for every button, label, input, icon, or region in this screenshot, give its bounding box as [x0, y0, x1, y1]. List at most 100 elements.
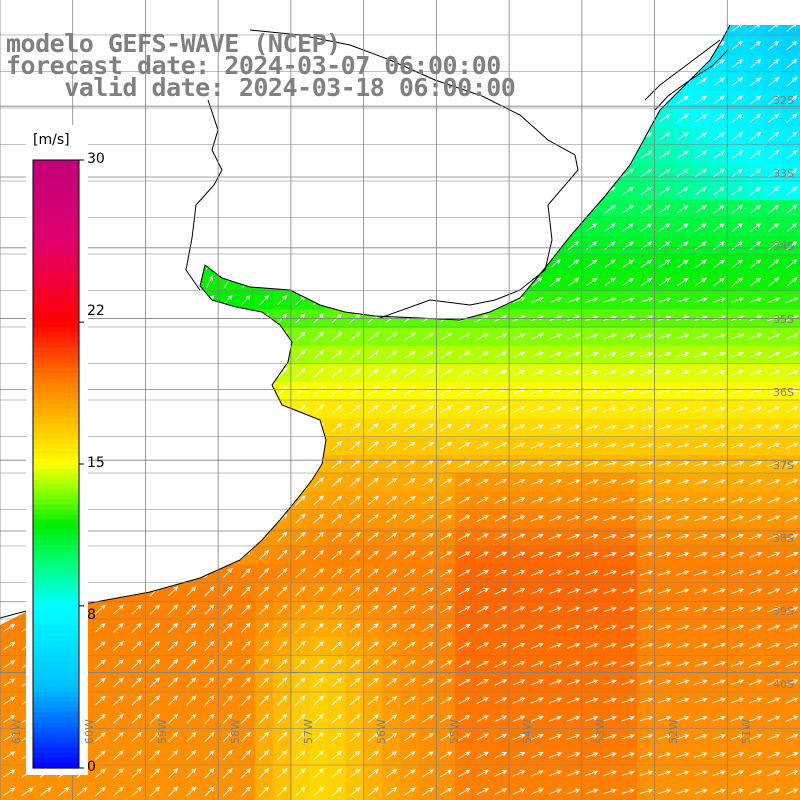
- wind-speed-cell: [0, 273, 19, 292]
- wind-speed-cell: [109, 436, 128, 456]
- wind-arrow: [3, 441, 16, 450]
- wind-arrow: [96, 221, 105, 234]
- wind-speed-cell: [345, 291, 365, 310]
- wind-arrow: [242, 129, 250, 143]
- wind-arrow: [530, 460, 544, 468]
- wind-arrow: [768, 204, 780, 214]
- wind-arrow: [331, 732, 343, 742]
- wind-arrow: [512, 442, 526, 449]
- wind-arrow: [730, 442, 745, 449]
- colorbar-segment: [33, 317, 79, 323]
- wind-arrow: [621, 770, 636, 776]
- wind-speed-cell: [200, 400, 219, 420]
- wind-speed-cell: [109, 254, 128, 274]
- wind-arrow: [367, 295, 380, 305]
- wind-arrow: [260, 202, 268, 216]
- colorbar-segment: [33, 565, 79, 571]
- wind-arrow: [513, 204, 525, 214]
- colorbar-segment: [33, 570, 79, 577]
- wind-speed-cell: [436, 236, 456, 256]
- wind-speed-cell: [309, 200, 329, 219]
- wind-arrow: [657, 351, 672, 358]
- wind-arrow: [730, 588, 745, 595]
- wind-speed-cell: [145, 436, 165, 456]
- wind-arrow: [639, 734, 654, 740]
- wind-speed-cell: [436, 163, 456, 183]
- wind-arrow: [785, 770, 799, 777]
- wind-arrow: [604, 77, 616, 87]
- wind-arrow: [313, 549, 325, 560]
- wind-speed-cell: [109, 236, 128, 256]
- wind-arrow: [222, 367, 233, 379]
- wind-arrow: [204, 367, 215, 379]
- wind-arrow: [295, 531, 306, 542]
- wind-arrow: [277, 422, 288, 433]
- wind-speed-cell: [145, 491, 165, 511]
- wind-arrow: [3, 423, 16, 432]
- wind-speed-cell: [254, 236, 274, 256]
- wind-arrow: [695, 205, 707, 214]
- wind-arrow: [277, 731, 288, 743]
- wind-arrow: [604, 277, 616, 287]
- wind-arrow: [730, 333, 745, 340]
- wind-arrow: [314, 257, 323, 270]
- wind-arrow: [240, 404, 251, 415]
- wind-arrow: [713, 59, 726, 68]
- wind-speed-cell: [455, 163, 474, 183]
- wind-arrow: [204, 658, 215, 670]
- wind-speed-cell: [91, 564, 110, 583]
- colorbar-segment: [33, 641, 79, 647]
- colorbar-segment: [33, 180, 79, 186]
- coastline: [0, 24, 731, 619]
- wind-arrow: [277, 658, 288, 670]
- wind-arrow: [548, 479, 563, 486]
- wind-speed-cell: [182, 455, 201, 474]
- wind-arrow: [603, 497, 617, 503]
- wind-arrow: [313, 640, 325, 651]
- wind-speed-cell: [436, 109, 456, 128]
- wind-arrow: [350, 275, 360, 288]
- wind-arrow: [5, 4, 13, 14]
- wind-speed-cell: [0, 145, 19, 165]
- wind-arrow: [730, 533, 745, 540]
- wind-arrow: [349, 623, 361, 633]
- wind-arrow: [350, 203, 360, 215]
- wind-arrow: [530, 642, 544, 650]
- wind-arrow: [405, 203, 415, 215]
- wind-arrow: [676, 25, 689, 32]
- wind-speed-cell: [236, 109, 256, 128]
- wind-arrow: [131, 713, 142, 724]
- wind-speed-cell: [0, 546, 19, 565]
- wind-speed-cell: [455, 236, 474, 256]
- wind-speed-cell: [236, 182, 256, 201]
- wind-arrow: [694, 770, 708, 776]
- wind-arrow: [367, 605, 380, 615]
- wind-arrow: [458, 751, 471, 759]
- wind-arrow: [421, 623, 435, 632]
- wind-arrow: [258, 640, 270, 652]
- wind-arrow: [476, 588, 490, 595]
- wind-arrow: [131, 404, 142, 415]
- wind-arrow: [694, 370, 708, 376]
- wind-arrow: [458, 696, 471, 705]
- wind-arrow: [403, 660, 416, 669]
- wind-arrow: [331, 586, 343, 597]
- lat-label-33s: 33S: [773, 167, 794, 180]
- wind-speed-cell: [364, 218, 383, 238]
- colorbar-segment: [33, 327, 79, 333]
- wind-arrow: [785, 570, 799, 577]
- wind-arrow: [512, 551, 526, 559]
- wind-arrow: [658, 277, 671, 287]
- wind-arrow: [640, 168, 653, 177]
- wind-speed-cell: [182, 473, 201, 492]
- wind-arrow: [204, 586, 215, 597]
- wind-arrow: [749, 25, 762, 32]
- wind-arrow: [713, 132, 726, 141]
- wind-arrow: [94, 495, 106, 506]
- wind-speed-cell: [291, 236, 310, 256]
- wind-arrow: [585, 241, 598, 250]
- wind-speed-cell: [0, 254, 19, 274]
- wind-arrow: [204, 549, 215, 561]
- wind-arrow: [331, 768, 343, 779]
